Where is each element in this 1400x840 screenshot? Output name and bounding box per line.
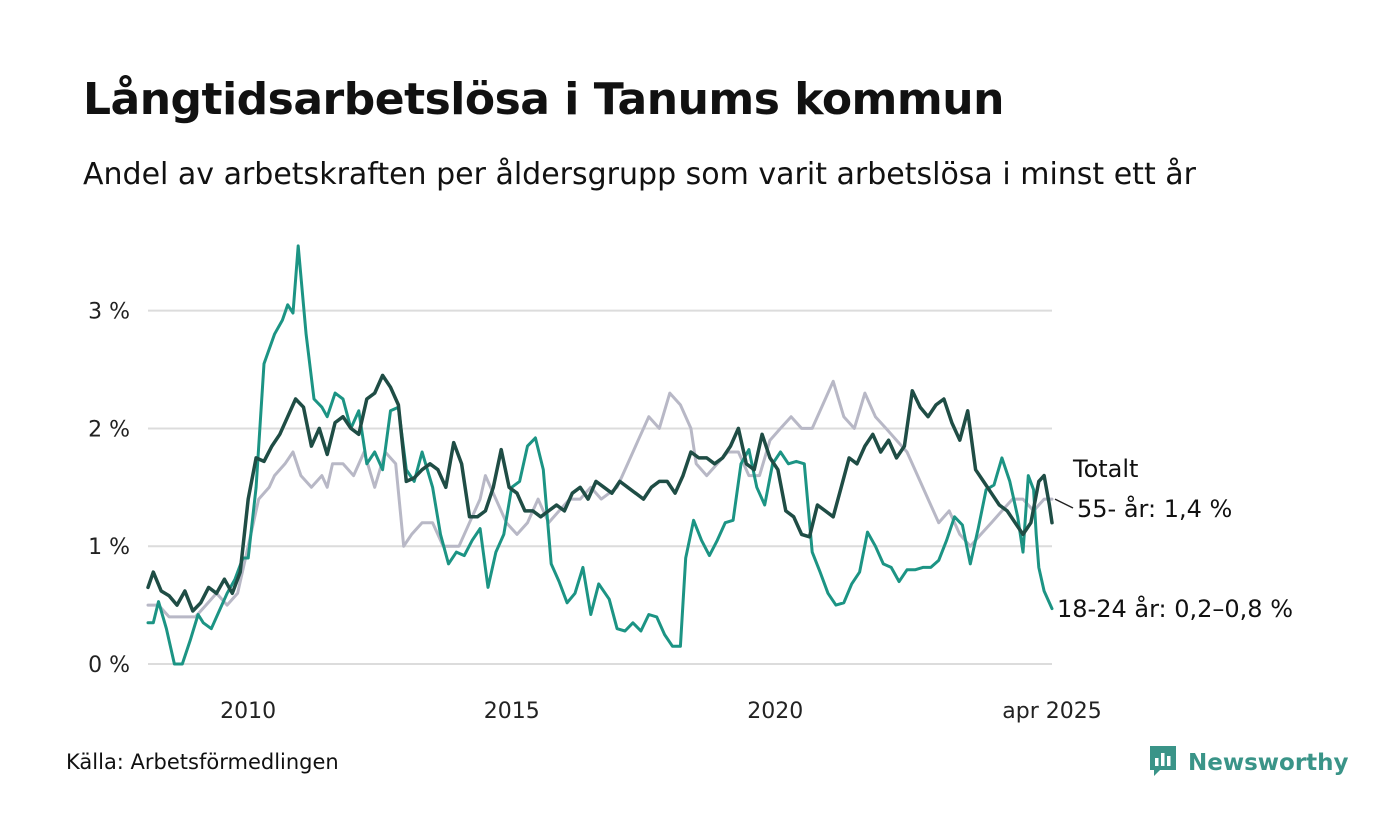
y-tick-label: 2 % xyxy=(88,417,130,442)
y-tick-label: 1 % xyxy=(88,535,130,560)
brand[interactable]: Newsworthy xyxy=(1148,744,1349,782)
newsworthy-logo-icon xyxy=(1148,744,1178,782)
chart-title: Långtidsarbetslösa i Tanums kommun xyxy=(83,74,1004,125)
series-line-2 xyxy=(146,244,1054,666)
gridlines xyxy=(148,309,1052,665)
x-tick-label: apr 2025 xyxy=(1002,699,1101,724)
y-tick-label: 0 % xyxy=(88,653,130,678)
x-tick-label: 2020 xyxy=(747,699,803,724)
series-label: 55- år: 1,4 % xyxy=(1077,494,1232,523)
x-tick-label: 2015 xyxy=(484,699,540,724)
chart-subtitle: Andel av arbetskraften per åldersgrupp s… xyxy=(83,157,1196,192)
y-tick-label: 3 % xyxy=(88,300,130,325)
label-leader-line xyxy=(1054,498,1074,509)
x-tick-label: 2010 xyxy=(220,699,276,724)
series-label: 18-24 år: 0,2–0,8 % xyxy=(1057,594,1293,623)
series-line-1 xyxy=(146,379,1054,619)
series-line-3 xyxy=(146,373,1054,613)
series-label: Totalt xyxy=(1072,455,1138,483)
source-note: Källa: Arbetsförmedlingen xyxy=(66,750,339,774)
brand-name: Newsworthy xyxy=(1188,750,1349,776)
axis-labels: 0 % 1 % 2 % 3 % 2010 2015 2020 apr 2025 xyxy=(88,300,1102,724)
series-lines xyxy=(146,244,1054,666)
series-labels: 55- år: 1,4 % 18-24 år: 0,2–0,8 % Totalt xyxy=(1054,455,1293,623)
